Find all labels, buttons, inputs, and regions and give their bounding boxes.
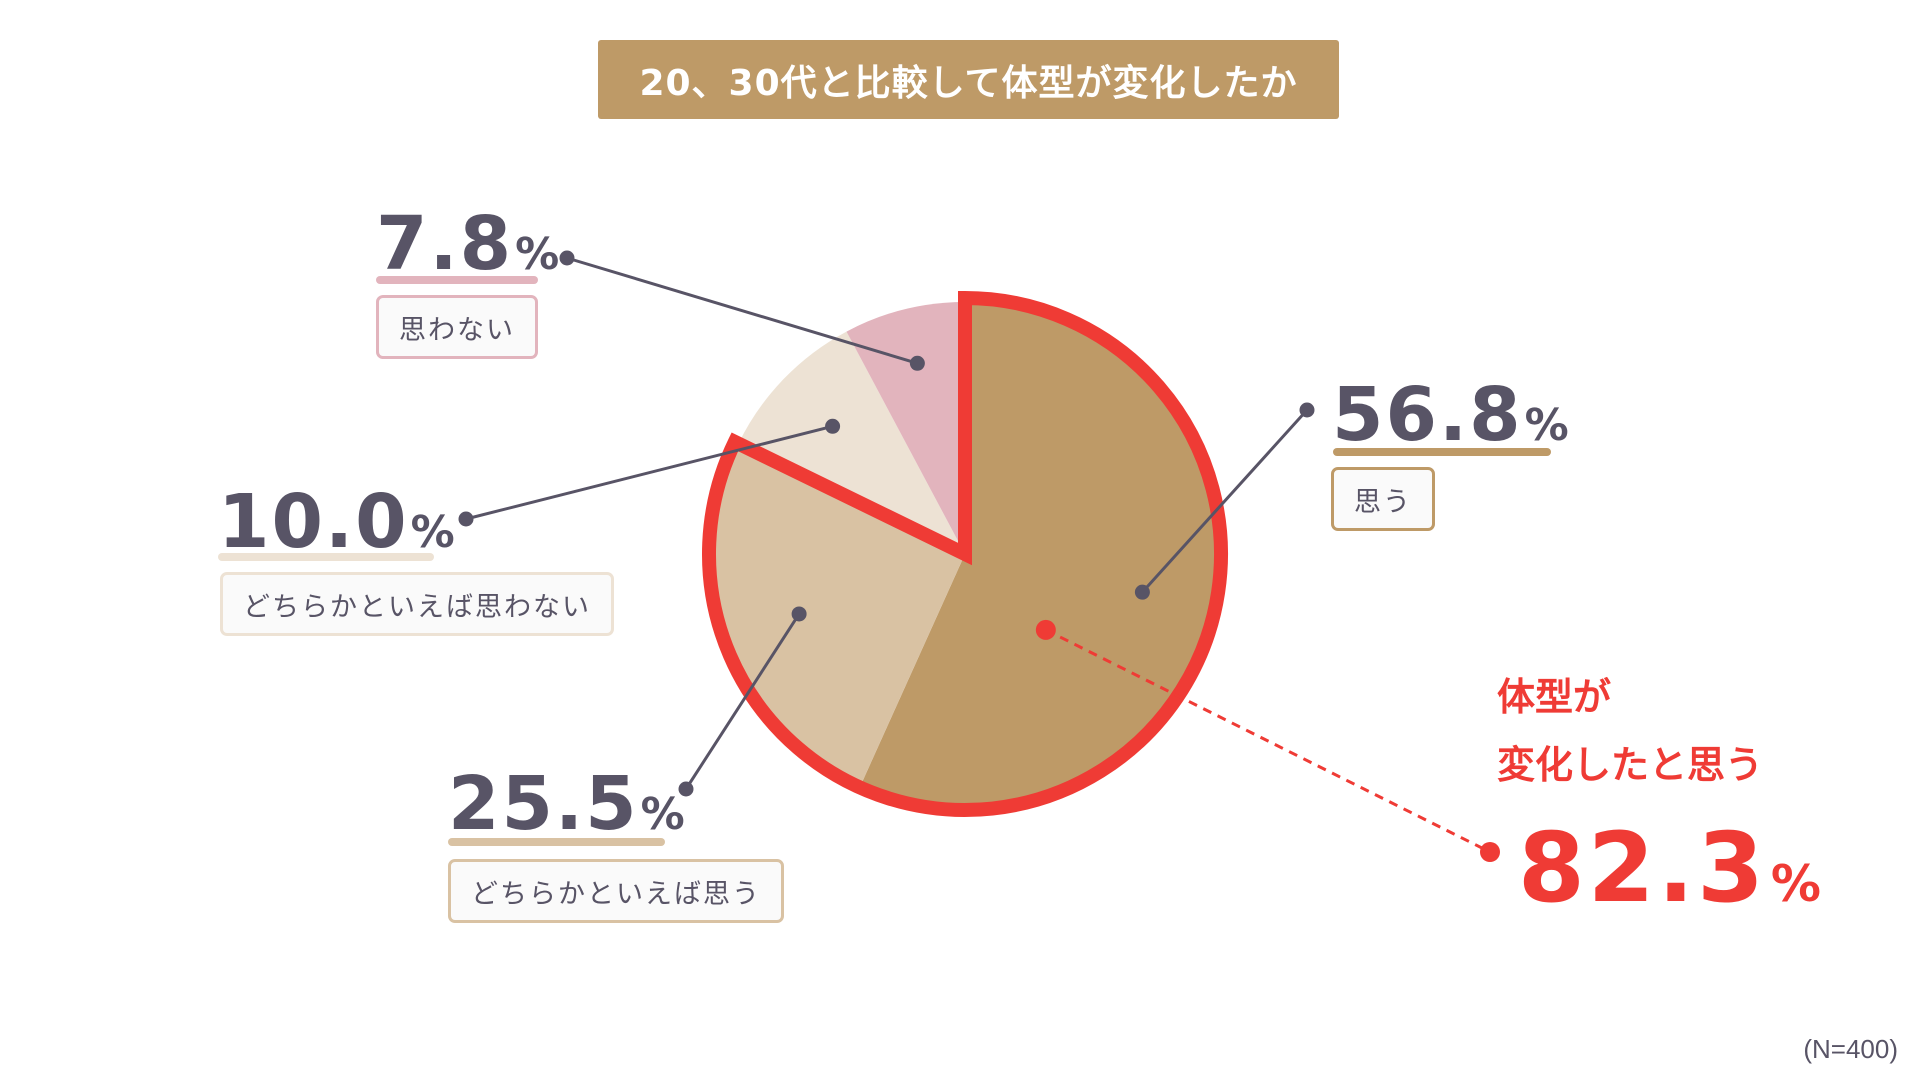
chart-title: 20、30代と比較して体型が変化したか [598, 40, 1339, 119]
slice-value-underline [1333, 448, 1551, 456]
leader-line [465, 424, 833, 521]
slice-value-label: 7.8% [376, 201, 560, 287]
highlight-line-1: 体型が [1497, 675, 1612, 719]
leader-dot [1299, 402, 1315, 418]
pie-slice [861, 302, 1218, 806]
leader-dot [1134, 584, 1150, 600]
slice-value-underline [448, 838, 665, 846]
sample-size-note: (N=400) [1803, 1034, 1898, 1064]
leader-dot [791, 606, 807, 622]
leader-dot [1035, 619, 1056, 640]
slice-value-label: 56.8% [1332, 372, 1569, 458]
slice-category-label: 思う [1331, 467, 1435, 531]
pie-slice [738, 331, 965, 554]
leader-line [1045, 628, 1491, 854]
highlight-group-label: 体型が 変化したと思う [1497, 663, 1763, 799]
leader-line [566, 256, 918, 365]
leader-dot [825, 418, 841, 434]
leader-line [1141, 408, 1309, 594]
slice-value-underline [218, 553, 434, 561]
slice-category-label: 思わない [376, 295, 538, 359]
leader-line [684, 613, 801, 790]
pie-slice [846, 302, 965, 554]
leader-dot [458, 511, 474, 527]
leader-dot [559, 250, 575, 266]
leader-dot [909, 355, 925, 371]
leader-dot [678, 781, 694, 797]
leader-dot [1480, 842, 1500, 862]
slice-value-label: 25.5% [448, 761, 685, 847]
highlight-group-value: 82.3% [1518, 812, 1821, 924]
slice-value-underline [376, 276, 538, 284]
slice-category-label: どちらかといえば思わない [220, 572, 614, 636]
slice-value-label: 10.0% [218, 479, 455, 565]
highlight-outline [702, 290, 1228, 817]
highlight-line-2: 変化したと思う [1497, 743, 1764, 787]
slice-category-label: どちらかといえば思う [448, 859, 784, 923]
